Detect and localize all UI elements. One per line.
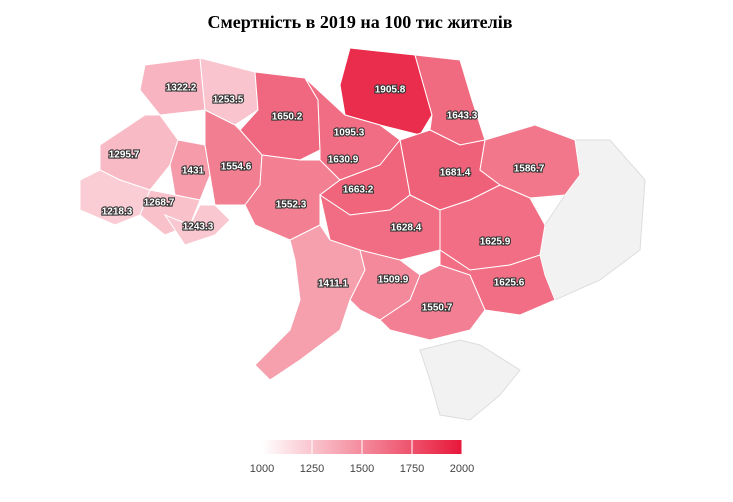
value-label: 1628.4 <box>391 223 422 234</box>
value-label: 1268.7 <box>144 198 175 209</box>
value-label: 1295.7 <box>109 150 140 161</box>
value-label: 1509.9 <box>378 275 409 286</box>
value-label: 1625.9 <box>480 237 511 248</box>
region <box>479 124 581 199</box>
map-title: Смертність в 2019 на 100 тис жителів <box>208 12 513 32</box>
region <box>139 57 206 116</box>
value-label: 1095.3 <box>334 128 365 139</box>
region <box>79 169 151 226</box>
value-label: 1681.4 <box>440 168 471 179</box>
value-label: 1630.9 <box>328 155 359 166</box>
legend: 1000 1250 1500 1750 2000 <box>250 440 474 475</box>
value-label: 1550.7 <box>422 303 453 314</box>
no-data-region <box>419 339 521 421</box>
value-label: 1650.2 <box>272 112 303 123</box>
value-label: 1663.2 <box>343 185 374 196</box>
value-label: 1243.3 <box>183 222 214 233</box>
region <box>439 249 556 316</box>
legend-tick-label: 1250 <box>300 463 324 475</box>
legend-tick-label: 1000 <box>250 463 274 475</box>
value-label: 1643.3 <box>447 111 478 122</box>
legend-tick-label: 1750 <box>400 463 424 475</box>
regions <box>79 47 646 421</box>
value-label: 1625.6 <box>494 278 525 289</box>
labels: 1322.2 1253.5 1295.7 1431 1268.7 1218.3 1243.3… <box>101 82 546 315</box>
region <box>199 57 259 126</box>
value-label: 1253.5 <box>213 95 244 106</box>
value-label: 1322.2 <box>166 83 197 94</box>
value-label: 1411.1 <box>318 279 348 290</box>
region <box>163 204 231 246</box>
region <box>254 224 366 381</box>
value-label: 1905.8 <box>375 85 406 96</box>
value-label: 1552.3 <box>276 200 307 211</box>
value-label: 1586.7 <box>514 164 545 175</box>
value-label: 1554.6 <box>221 162 252 173</box>
value-label: 1431 <box>182 166 205 177</box>
legend-tick-label: 2000 <box>450 463 474 475</box>
value-label: 1218.3 <box>102 207 133 218</box>
legend-tick-label: 1500 <box>350 463 374 475</box>
